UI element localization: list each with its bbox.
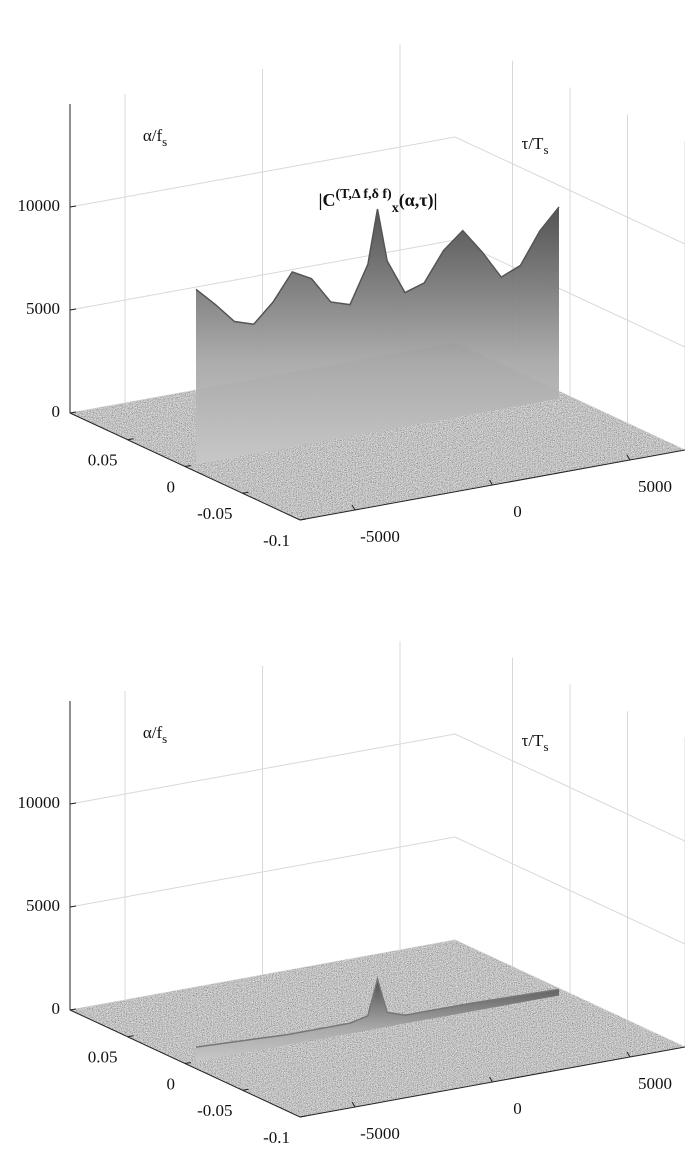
- z-tick-label: 5000: [26, 896, 60, 915]
- x-tick: [626, 1051, 631, 1058]
- z-tick-label: 0: [52, 402, 61, 421]
- ridge-wall: [196, 979, 559, 1062]
- x-axis-label: τ/Ts: [521, 731, 548, 754]
- y-axis-label: α/fs: [143, 126, 167, 149]
- x-tick: [489, 1076, 493, 1083]
- ridge-line: [195, 206, 560, 326]
- y-tick-label: -0.1: [263, 1128, 290, 1147]
- z-tick: [69, 905, 77, 908]
- y-tick: [299, 518, 307, 521]
- z-tick-label: 0: [52, 999, 61, 1018]
- y-tick-label: -0.05: [197, 1101, 232, 1120]
- x-tick: [489, 479, 493, 486]
- y-tick: [299, 1115, 307, 1118]
- x-tick: [626, 454, 631, 461]
- x-tick: [351, 504, 356, 511]
- y-tick: [127, 1035, 134, 1038]
- grid-line: [69, 136, 685, 245]
- y-axis-label-sub: s: [162, 731, 167, 746]
- y-tick: [184, 465, 192, 467]
- x-axis-label-base: τ/T: [521, 134, 544, 153]
- chart-title-tail: (α,τ)|: [399, 190, 438, 211]
- x-axis-label-sub: s: [543, 739, 548, 754]
- y-tick-label: 0: [167, 1074, 176, 1093]
- y-tick-label: 0.05: [88, 1048, 118, 1067]
- z-tick: [69, 205, 77, 208]
- x-tick-label: -5000: [360, 1124, 400, 1143]
- z-tick: [69, 1008, 77, 1011]
- y-axis-label: α/fs: [143, 723, 167, 746]
- z-tick-label: 10000: [18, 196, 61, 215]
- y-tick-label: -0.05: [197, 504, 232, 523]
- x-axis-label-sub: s: [543, 142, 548, 157]
- chart-title: |C(T,Δ f,δ f)x(α,τ)|: [319, 187, 438, 216]
- x-tick-label: -5000: [360, 527, 400, 546]
- y-axis-label-sub: s: [162, 134, 167, 149]
- x-tick-label: 0: [513, 502, 522, 521]
- x-axis-label: τ/Ts: [521, 134, 548, 157]
- x-tick-label: 0: [513, 1099, 522, 1118]
- z-tick: [69, 411, 77, 414]
- y-tick: [184, 1062, 192, 1064]
- ridge-wall: [196, 206, 559, 465]
- z-tick-label: 5000: [26, 299, 60, 318]
- x-tick-label: 5000: [638, 1074, 672, 1093]
- z-tick: [69, 308, 77, 311]
- chart-title-sup: (T,Δ f,δ f): [335, 187, 392, 202]
- y-axis-label-base: α/f: [143, 126, 163, 145]
- z-tick: [69, 802, 77, 805]
- z-tick-label: 10000: [18, 793, 61, 812]
- y-tick-label: -0.1: [263, 531, 290, 550]
- y-tick: [242, 491, 249, 494]
- x-tick: [351, 1101, 356, 1108]
- ridge-line: [195, 976, 560, 1048]
- y-tick-label: 0.05: [88, 451, 118, 470]
- grid-line: [69, 733, 685, 842]
- x-tick-label: 5000: [638, 477, 672, 496]
- y-tick: [127, 438, 134, 441]
- y-tick: [242, 1088, 249, 1091]
- chart-title-base: |C: [319, 190, 336, 210]
- x-axis-label-base: τ/T: [521, 731, 544, 750]
- grid-line: [69, 836, 685, 945]
- y-tick-label: 0: [167, 477, 176, 496]
- y-axis-label-base: α/f: [143, 723, 163, 742]
- chart-title-sub: x: [392, 201, 399, 216]
